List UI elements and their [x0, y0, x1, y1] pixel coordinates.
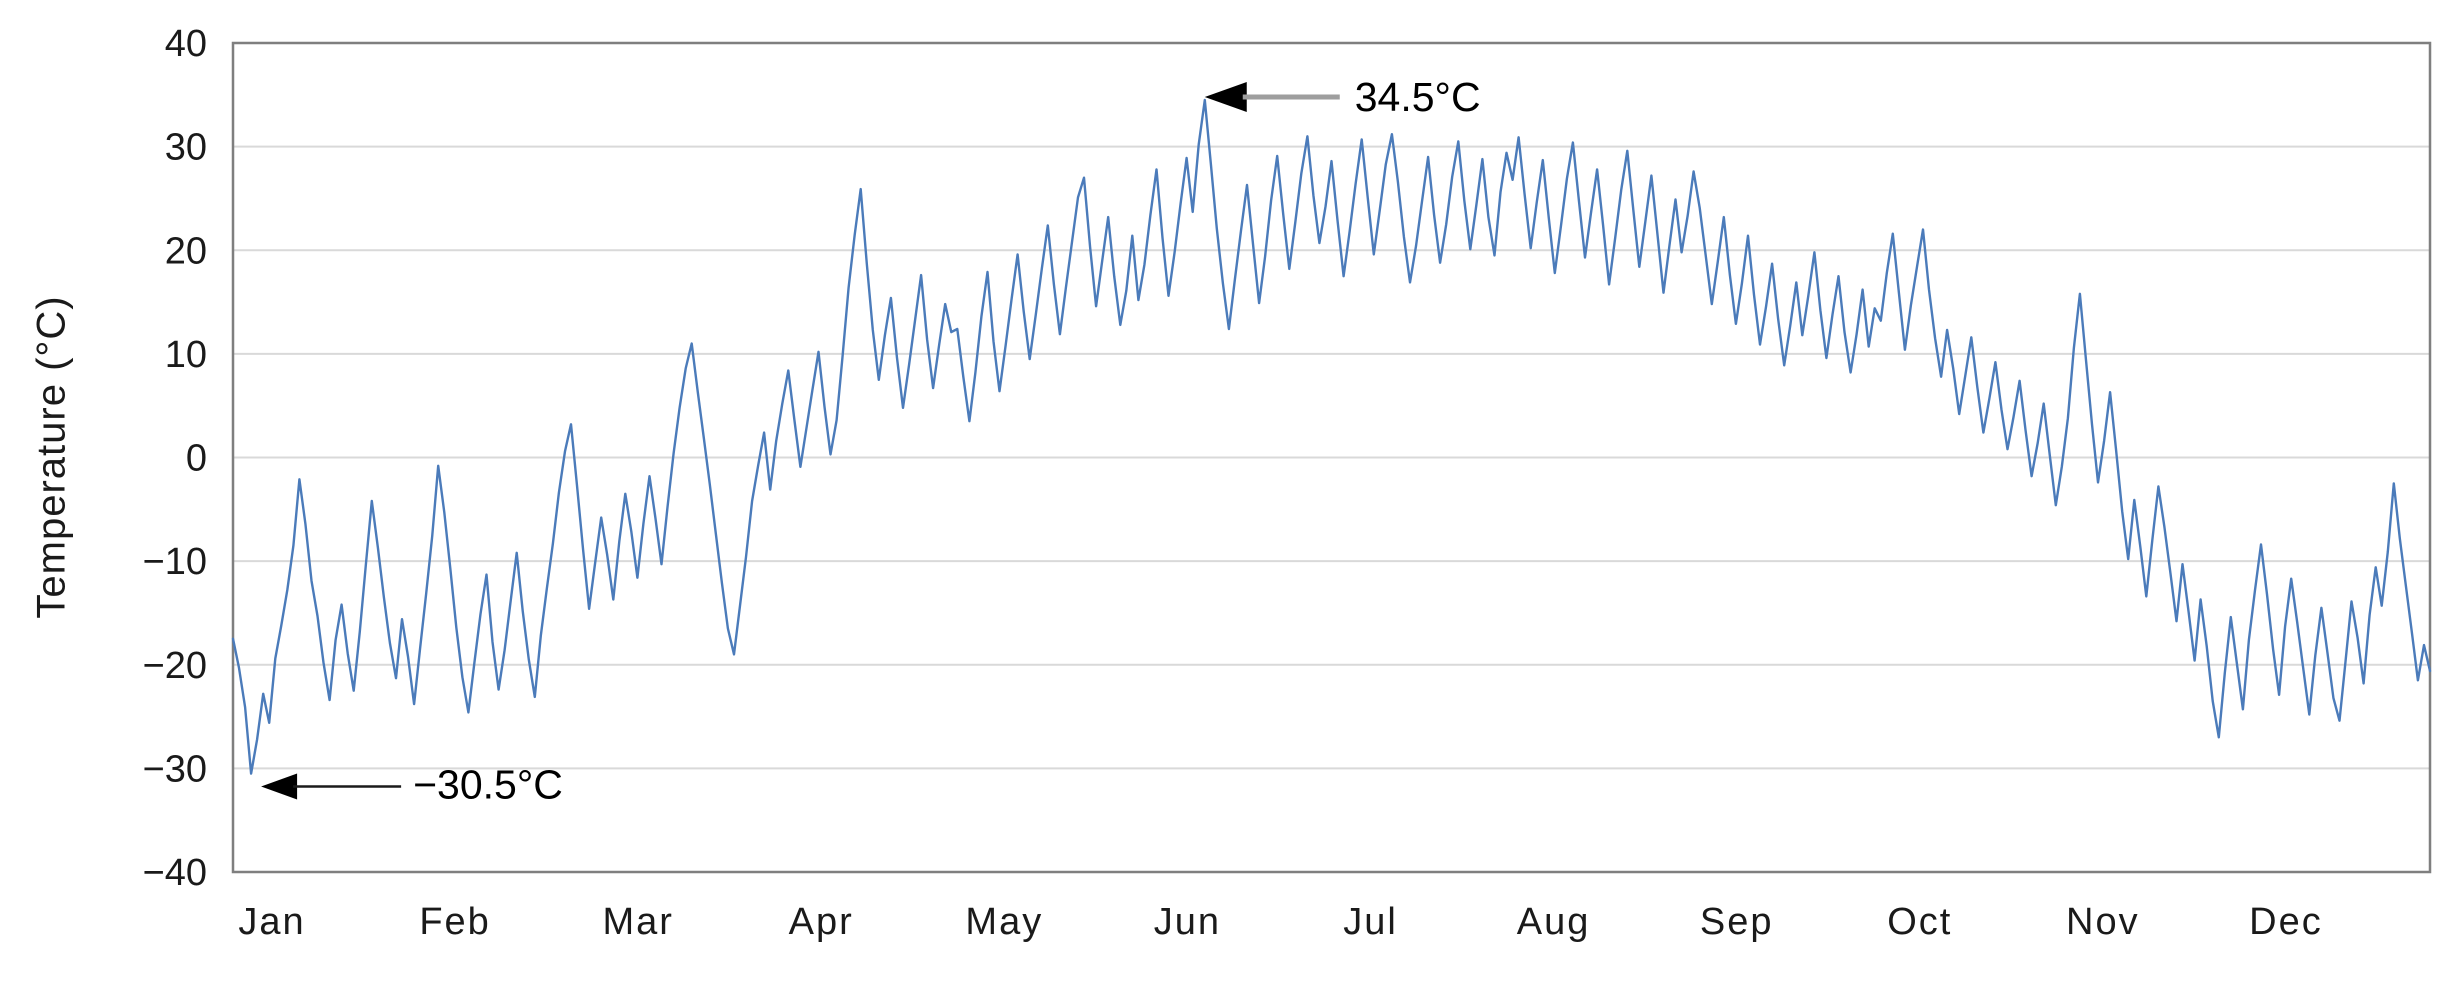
y-tick-label: −40: [143, 852, 207, 894]
x-tick-label: Aug: [1517, 901, 1591, 943]
x-tick-label: Nov: [2066, 901, 2140, 943]
y-tick-label: 0: [186, 438, 207, 480]
y-tick-label: 30: [165, 127, 207, 169]
y-tick-label: 40: [165, 23, 207, 65]
x-tick-label: Jul: [1343, 901, 1398, 943]
y-tick-label: 10: [165, 334, 207, 376]
y-tick-label: −30: [143, 748, 207, 790]
x-tick-label: Dec: [2249, 901, 2323, 943]
min-arrow-head-icon: [261, 773, 298, 800]
x-tick-label: Jun: [1154, 901, 1221, 943]
x-tick-label: Jan: [238, 901, 305, 943]
x-tick-label: May: [965, 901, 1043, 943]
temperature-line: [231, 98, 2432, 775]
y-tick-label: 20: [165, 230, 207, 272]
y-tick-label: −20: [143, 645, 207, 687]
x-tick-label: Feb: [419, 901, 490, 943]
x-tick-label: Oct: [1887, 901, 1952, 943]
max-arrow-head-icon: [1204, 81, 1247, 112]
x-tick-label: Apr: [789, 901, 854, 943]
x-tick-label: Sep: [1700, 901, 1774, 943]
min-annotation-label: −30.5°C: [413, 762, 563, 808]
plot-border: [231, 41, 2432, 874]
max-annotation-label: 34.5°C: [1355, 74, 1481, 120]
x-tick-label: Mar: [602, 901, 673, 943]
y-tick-label: −10: [143, 541, 207, 583]
